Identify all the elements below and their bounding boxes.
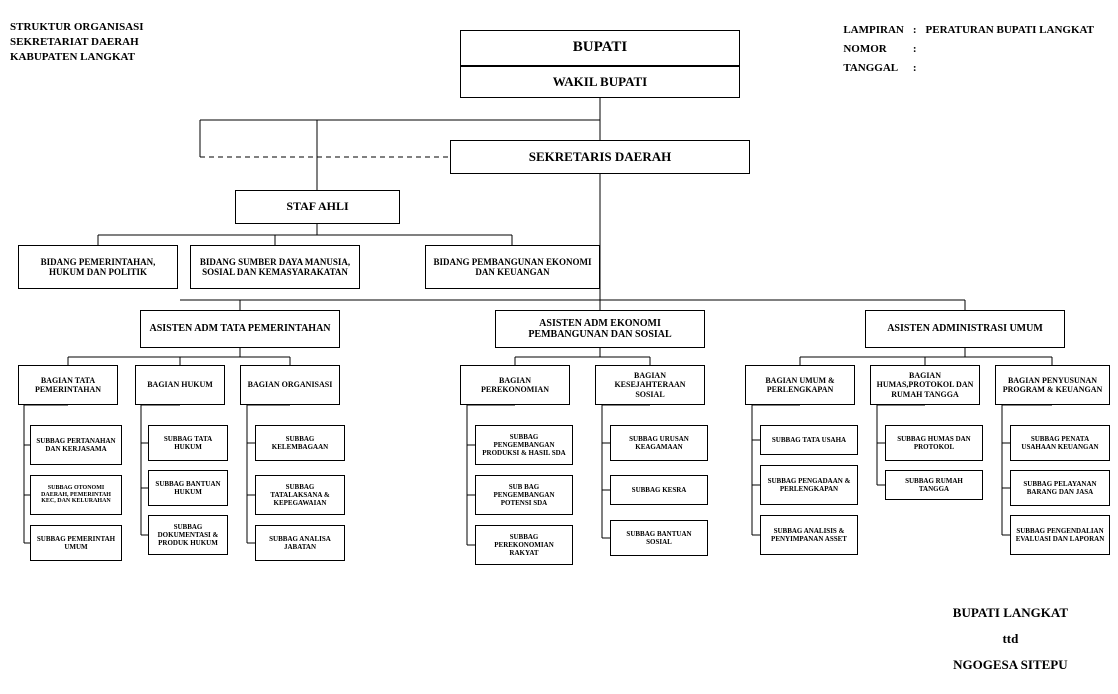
label-sub-3a: SUBBAG KELEMBAGAAN (260, 435, 340, 451)
label-bidang-3: BIDANG PEMBANGUNAN EKONOMI DAN KEUANGAN (430, 257, 595, 278)
sign-ttd: ttd (953, 626, 1068, 652)
node-staf-ahli: STAF AHLI (235, 190, 400, 224)
label-sub-4a: SUBBAG PENGEMBANGAN PRODUKSI & HASIL SDA (480, 433, 568, 457)
label-sub-6c: SUBBAG ANALISIS & PENYIMPANAN ASSET (765, 527, 853, 543)
header-left-l1: STRUKTUR ORGANISASI (10, 20, 144, 35)
label-sub-3b: SUBBAG TATALAKSANA & KEPEGAWAIAN (260, 483, 340, 507)
node-sub-6c: SUBBAG ANALISIS & PENYIMPANAN ASSET (760, 515, 858, 555)
label-staf-ahli: STAF AHLI (286, 200, 348, 214)
label-sub-4c: SUBBAG PEREKONOMIAN RAKYAT (480, 533, 568, 557)
label-sub-2c: SUBBAG DOKUMENTASI & PRODUK HUKUM (153, 523, 223, 547)
node-sub-7b: SUBBAG RUMAH TANGGA (885, 470, 983, 500)
signature-block: BUPATI LANGKAT ttd NGOGESA SITEPU (953, 600, 1068, 678)
header-left-l2: SEKRETARIAT DAERAH (10, 35, 144, 50)
node-sub-1a: SUBBAG PERTANAHAN DAN KERJASAMA (30, 425, 122, 465)
node-asisten-3: ASISTEN ADMINISTRASI UMUM (865, 310, 1065, 348)
label-sub-7b: SUBBAG RUMAH TANGGA (890, 477, 978, 493)
label-sub-8c: SUBBAG PENGENDALIAN EVALUASI DAN LAPORAN (1015, 527, 1105, 543)
label-bagian-5: BAGIAN KESEJAHTERAAN SOSIAL (600, 371, 700, 399)
label-bagian-3: BAGIAN ORGANISASI (248, 380, 333, 389)
label-bagian-6: BAGIAN UMUM & PERLENGKAPAN (750, 376, 850, 394)
label-sub-4b: SUB BAG PENGEMBANGAN POTENSI SDA (480, 483, 568, 507)
node-sub-8c: SUBBAG PENGENDALIAN EVALUASI DAN LAPORAN (1010, 515, 1110, 555)
node-bupati: BUPATI (460, 30, 740, 66)
node-sub-5c: SUBBAG BANTUAN SOSIAL (610, 520, 708, 556)
node-sub-2b: SUBBAG BANTUAN HUKUM (148, 470, 228, 506)
nomor-label: NOMOR (842, 41, 910, 58)
label-bidang-1: BIDANG PEMERINTAHAN, HUKUM DAN POLITIK (23, 257, 173, 278)
label-sub-6a: SUBBAG TATA USAHA (772, 436, 846, 444)
label-sub-1b: SUBBAG OTONOMI DAERAH, PEMERINTAH KEC, D… (35, 485, 117, 506)
node-sub-4b: SUB BAG PENGEMBANGAN POTENSI SDA (475, 475, 573, 515)
node-sub-5b: SUBBAG KESRA (610, 475, 708, 505)
label-sub-8a: SUBBAG PENATA USAHAAN KEUANGAN (1015, 435, 1105, 451)
label-sub-1c: SUBBAG PEMERINTAH UMUM (35, 535, 117, 551)
node-bidang-2: BIDANG SUMBER DAYA MANUSIA, SOSIAL DAN K… (190, 245, 360, 289)
label-bagian-2: BAGIAN HUKUM (147, 380, 213, 389)
node-sub-5a: SUBBAG URUSAN KEAGAMAAN (610, 425, 708, 461)
node-sub-3a: SUBBAG KELEMBAGAAN (255, 425, 345, 461)
header-left-l3: KABUPATEN LANGKAT (10, 50, 144, 65)
node-bagian-5: BAGIAN KESEJAHTERAAN SOSIAL (595, 365, 705, 405)
label-sub-3c: SUBBAG ANALISA JABATAN (260, 535, 340, 551)
node-sekretaris-daerah: SEKRETARIS DAERAH (450, 140, 750, 174)
sign-title: BUPATI LANGKAT (953, 600, 1068, 626)
label-sub-2a: SUBBAG TATA HUKUM (153, 435, 223, 451)
label-sub-1a: SUBBAG PERTANAHAN DAN KERJASAMA (35, 437, 117, 453)
label-wakil: WAKIL BUPATI (553, 75, 648, 90)
node-asisten-1: ASISTEN ADM TATA PEMERINTAHAN (140, 310, 340, 348)
label-bidang-2: BIDANG SUMBER DAYA MANUSIA, SOSIAL DAN K… (195, 257, 355, 278)
label-bagian-7: BAGIAN HUMAS,PROTOKOL DAN RUMAH TANGGA (875, 371, 975, 399)
node-sub-4c: SUBBAG PEREKONOMIAN RAKYAT (475, 525, 573, 565)
node-sub-1b: SUBBAG OTONOMI DAERAH, PEMERINTAH KEC, D… (30, 475, 122, 515)
node-sub-4a: SUBBAG PENGEMBANGAN PRODUKSI & HASIL SDA (475, 425, 573, 465)
label-sub-5c: SUBBAG BANTUAN SOSIAL (615, 530, 703, 546)
lampiran-value: PERATURAN BUPATI LANGKAT (925, 22, 1100, 39)
label-bagian-4: BAGIAN PEREKONOMIAN (465, 376, 565, 394)
node-sub-8b: SUBBAG PELAYANAN BARANG DAN JASA (1010, 470, 1110, 506)
node-sub-3c: SUBBAG ANALISA JABATAN (255, 525, 345, 561)
node-asisten-2: ASISTEN ADM EKONOMI PEMBANGUNAN DAN SOSI… (495, 310, 705, 348)
node-bidang-3: BIDANG PEMBANGUNAN EKONOMI DAN KEUANGAN (425, 245, 600, 289)
label-asisten-1: ASISTEN ADM TATA PEMERINTAHAN (149, 323, 330, 335)
label-bupati: BUPATI (573, 39, 627, 56)
node-sub-6b: SUBBAG PENGADAAN & PERLENGKAPAN (760, 465, 858, 505)
label-asisten-2: ASISTEN ADM EKONOMI PEMBANGUNAN DAN SOSI… (500, 318, 700, 341)
node-sub-1c: SUBBAG PEMERINTAH UMUM (30, 525, 122, 561)
node-sub-3b: SUBBAG TATALAKSANA & KEPEGAWAIAN (255, 475, 345, 515)
header-left: STRUKTUR ORGANISASI SEKRETARIAT DAERAH K… (10, 20, 144, 65)
node-sub-6a: SUBBAG TATA USAHA (760, 425, 858, 455)
label-sub-5a: SUBBAG URUSAN KEAGAMAAN (615, 435, 703, 451)
node-sub-2c: SUBBAG DOKUMENTASI & PRODUK HUKUM (148, 515, 228, 555)
node-sub-2a: SUBBAG TATA HUKUM (148, 425, 228, 461)
node-sub-8a: SUBBAG PENATA USAHAAN KEUANGAN (1010, 425, 1110, 461)
label-sub-2b: SUBBAG BANTUAN HUKUM (153, 480, 223, 496)
label-sub-7a: SUBBAG HUMAS DAN PROTOKOL (890, 435, 978, 451)
node-bagian-1: BAGIAN TATA PEMERINTAHAN (18, 365, 118, 405)
label-sekda: SEKRETARIS DAERAH (529, 150, 671, 165)
node-bagian-6: BAGIAN UMUM & PERLENGKAPAN (745, 365, 855, 405)
label-sub-6b: SUBBAG PENGADAAN & PERLENGKAPAN (765, 477, 853, 493)
label-bagian-8: BAGIAN PENYUSUNAN PROGRAM & KEUANGAN (1000, 376, 1105, 394)
label-asisten-3: ASISTEN ADMINISTRASI UMUM (887, 323, 1043, 335)
lampiran-label: LAMPIRAN (842, 22, 910, 39)
label-bagian-1: BAGIAN TATA PEMERINTAHAN (23, 376, 113, 394)
node-wakil-bupati: WAKIL BUPATI (460, 66, 740, 98)
node-bagian-8: BAGIAN PENYUSUNAN PROGRAM & KEUANGAN (995, 365, 1110, 405)
sign-name: NGOGESA SITEPU (953, 652, 1068, 678)
tanggal-label: TANGGAL (842, 60, 910, 77)
header-right: LAMPIRAN:PERATURAN BUPATI LANGKAT NOMOR:… (840, 20, 1102, 79)
node-sub-7a: SUBBAG HUMAS DAN PROTOKOL (885, 425, 983, 461)
node-bagian-7: BAGIAN HUMAS,PROTOKOL DAN RUMAH TANGGA (870, 365, 980, 405)
node-bagian-3: BAGIAN ORGANISASI (240, 365, 340, 405)
node-bagian-4: BAGIAN PEREKONOMIAN (460, 365, 570, 405)
label-sub-5b: SUBBAG KESRA (632, 486, 687, 494)
node-bagian-2: BAGIAN HUKUM (135, 365, 225, 405)
label-sub-8b: SUBBAG PELAYANAN BARANG DAN JASA (1015, 480, 1105, 496)
node-bidang-1: BIDANG PEMERINTAHAN, HUKUM DAN POLITIK (18, 245, 178, 289)
